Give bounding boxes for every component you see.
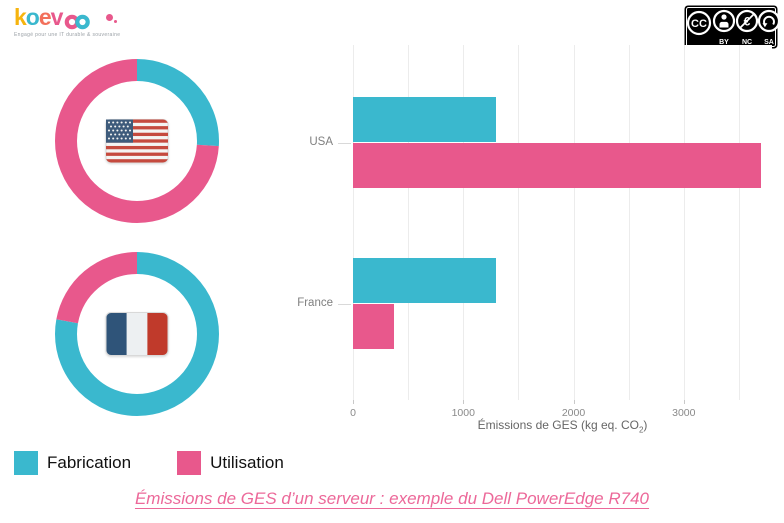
bar-chart-panel: 0 1000 2000 3000 xyxy=(350,45,772,419)
fabrication-swatch xyxy=(14,451,38,475)
donut-chart-france xyxy=(53,250,221,418)
donut-chart-usa xyxy=(53,57,221,225)
donut-ring-usa xyxy=(55,59,219,223)
x-axis-title-close: ) xyxy=(643,418,648,432)
svg-text:SA: SA xyxy=(764,39,774,46)
gridline xyxy=(518,45,520,400)
y-axis-label-usa: USA xyxy=(309,135,333,148)
x-axis-tick-label: 0 xyxy=(350,407,356,419)
bar-usa-fabrication xyxy=(353,97,497,142)
logo-small-dot-icon xyxy=(114,20,117,23)
bar-france-utilisation xyxy=(353,304,394,349)
svg-text:BY: BY xyxy=(719,39,729,46)
page-title: Émissions de GES d’un serveur : exemple … xyxy=(134,489,650,508)
gridline xyxy=(738,45,740,400)
x-axis-tick xyxy=(463,400,465,404)
gridline xyxy=(628,45,630,400)
x-axis-tick xyxy=(683,400,685,404)
logo-letter: o xyxy=(25,4,40,30)
chart-legend: Fabrication Utilisation xyxy=(14,451,284,475)
donut-ring-france xyxy=(55,252,219,416)
x-axis-tick-label: 3000 xyxy=(672,407,696,419)
y-axis-tick xyxy=(338,142,351,144)
y-axis-tick xyxy=(338,303,351,305)
logo-letter: k xyxy=(14,4,27,30)
legend-item-utilisation: Utilisation xyxy=(177,451,284,475)
logo-tagline: Engagé pour une IT durable & souveraine xyxy=(14,32,121,38)
legend-item-fabrication: Fabrication xyxy=(14,451,131,475)
infinity-icon xyxy=(65,14,91,30)
bar-france-fabrication xyxy=(353,258,497,303)
x-axis-title: Émissions de GES (kg eq. CO2) xyxy=(353,418,772,434)
cc-by-person-icon xyxy=(712,9,736,33)
x-axis-tick xyxy=(573,400,575,404)
utilisation-swatch xyxy=(177,451,202,475)
x-axis-tick-label: 2000 xyxy=(561,407,586,419)
gridline xyxy=(408,45,410,400)
utilisation-label: Utilisation xyxy=(210,453,284,472)
logo-letter: v xyxy=(50,4,64,30)
logo-letter: e xyxy=(38,4,52,30)
svg-text:CC: CC xyxy=(691,18,707,30)
x-axis-tick-label: 1000 xyxy=(451,407,475,419)
creative-commons-icon: CC € BY NC SA xyxy=(684,5,781,49)
cc-by-nc-sa-badge: CC € BY NC SA xyxy=(684,5,781,54)
koevoo-logo-wordmark: koev xyxy=(14,4,134,30)
usa-flag-icon xyxy=(105,119,169,164)
gridline xyxy=(353,45,354,400)
gridline xyxy=(463,45,465,400)
svg-text:NC: NC xyxy=(742,39,752,46)
logo-dot-icon xyxy=(106,14,113,21)
y-axis-label-france: France xyxy=(297,296,333,309)
france-flag-icon xyxy=(105,312,169,357)
bar-usa-utilisation xyxy=(353,143,761,188)
cc-nc-icon: € xyxy=(735,9,759,33)
koevoo-logo: koev Engagé pour une IT durable & souver… xyxy=(14,4,134,39)
x-axis-title-text: Émissions de GES (kg eq. CO xyxy=(477,418,639,432)
gridline xyxy=(683,45,685,400)
x-axis-title-subscript: 2 xyxy=(638,425,644,435)
cc-sa-icon xyxy=(757,9,781,33)
fabrication-label: Fabrication xyxy=(47,453,132,472)
koevoo-logo-letters: koev xyxy=(14,4,64,30)
gridline xyxy=(573,45,575,400)
x-axis-tick xyxy=(353,400,354,404)
